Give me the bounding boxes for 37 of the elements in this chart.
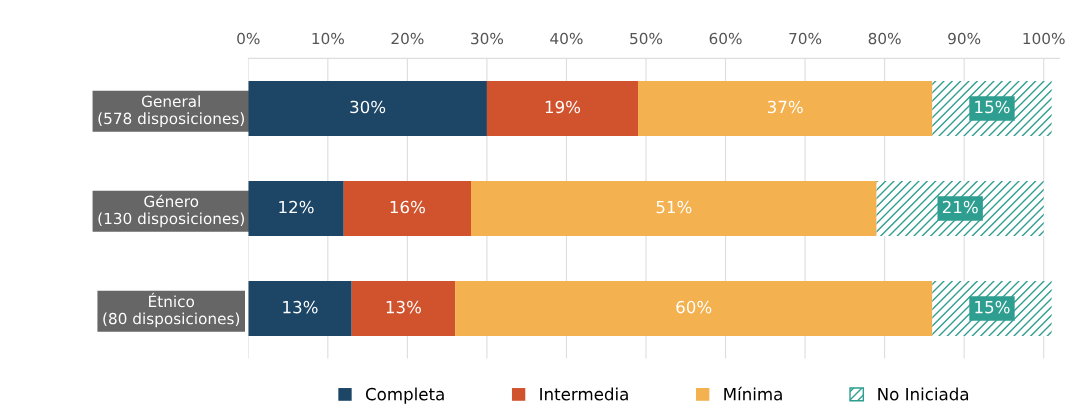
x-tick-label: 100% bbox=[1023, 32, 1065, 45]
bar bbox=[471, 180, 877, 237]
text: 37% bbox=[767, 100, 803, 114]
legend-label: No Iniciada bbox=[878, 387, 969, 401]
bar bbox=[486, 80, 639, 136]
x-tick-label: 40% bbox=[550, 32, 583, 45]
text: 15% bbox=[975, 100, 1010, 114]
x-tick-label: 80% bbox=[868, 32, 901, 45]
y-tick-label: General (578 disposiciones) bbox=[98, 95, 244, 128]
x-tick-label: 30% bbox=[471, 32, 504, 45]
x-tick-label: 90% bbox=[948, 32, 981, 45]
x-tick-label: 60% bbox=[709, 32, 742, 45]
bar bbox=[455, 281, 933, 337]
text: 60% bbox=[676, 300, 712, 314]
x-tick-label: 70% bbox=[789, 32, 822, 45]
bar bbox=[351, 281, 456, 337]
text: 19% bbox=[545, 100, 581, 114]
text: 16% bbox=[390, 200, 425, 214]
text: 13% bbox=[386, 300, 421, 314]
bar bbox=[248, 281, 352, 337]
legend-label: Completa bbox=[365, 387, 444, 404]
text: 15% bbox=[975, 300, 1010, 314]
x-tick-label: 10% bbox=[312, 32, 344, 45]
bar bbox=[343, 180, 471, 237]
y-tick-label: Étnico (80 disposiciones) bbox=[103, 292, 240, 328]
text: 30% bbox=[350, 100, 386, 114]
legend-label: Mínima bbox=[724, 386, 782, 401]
y-tick-label: Género (130 disposiciones) bbox=[98, 194, 244, 228]
legend-label: Intermedia bbox=[540, 387, 628, 401]
x-tick-label: 50% bbox=[630, 32, 663, 45]
bar bbox=[638, 80, 933, 136]
x-tick-label: 20% bbox=[391, 32, 424, 45]
text: 12% bbox=[279, 200, 314, 214]
text: 51% bbox=[656, 200, 692, 214]
x-tick-label: 0% bbox=[237, 32, 260, 45]
text: 13% bbox=[283, 300, 318, 314]
text: 21% bbox=[942, 200, 978, 214]
